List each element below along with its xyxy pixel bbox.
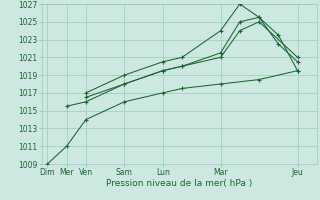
X-axis label: Pression niveau de la mer( hPa ): Pression niveau de la mer( hPa ) — [106, 179, 252, 188]
